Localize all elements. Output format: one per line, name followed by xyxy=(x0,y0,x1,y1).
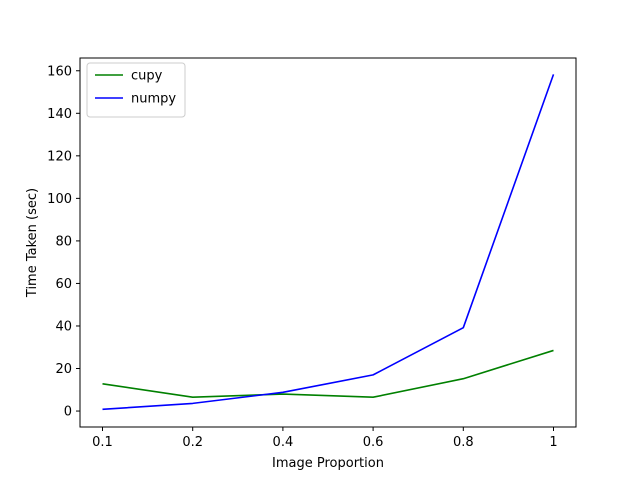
x-tick-label: 1 xyxy=(549,435,557,450)
y-tick-label: 40 xyxy=(55,319,72,334)
y-tick-label: 60 xyxy=(55,277,72,292)
legend-label-cupy: cupy xyxy=(131,69,163,84)
x-tick-label: 0.2 xyxy=(182,435,203,450)
plot-frame xyxy=(79,57,577,428)
y-axis-ticks: 0 20 40 60 80 100 120 140 160 xyxy=(47,64,80,420)
y-tick-label: 100 xyxy=(47,192,72,207)
series-line-cupy xyxy=(102,349,554,399)
legend: cupy numpy xyxy=(86,62,186,118)
x-tick-label: 0.8 xyxy=(453,435,474,450)
x-tick-label: 0.6 xyxy=(363,435,384,450)
legend-label-numpy: numpy xyxy=(131,92,176,107)
y-tick-label: 160 xyxy=(47,64,72,79)
y-tick-label: 140 xyxy=(47,107,72,122)
y-tick-label: 0 xyxy=(64,405,72,420)
x-tick-label: 0.4 xyxy=(273,435,294,450)
y-axis-label: Time Taken (sec) xyxy=(25,188,40,298)
x-axis-label: Image Proportion xyxy=(272,456,384,471)
series-line-numpy xyxy=(102,74,555,411)
x-axis-ticks: 0.1 0.2 0.4 0.6 0.8 1 xyxy=(92,427,558,450)
legend-box xyxy=(86,62,186,118)
y-tick-label: 120 xyxy=(47,149,72,164)
y-tick-label: 20 xyxy=(55,362,72,377)
x-tick-label: 0.1 xyxy=(92,435,113,450)
y-tick-label: 80 xyxy=(55,234,72,249)
series-layer xyxy=(102,74,555,411)
